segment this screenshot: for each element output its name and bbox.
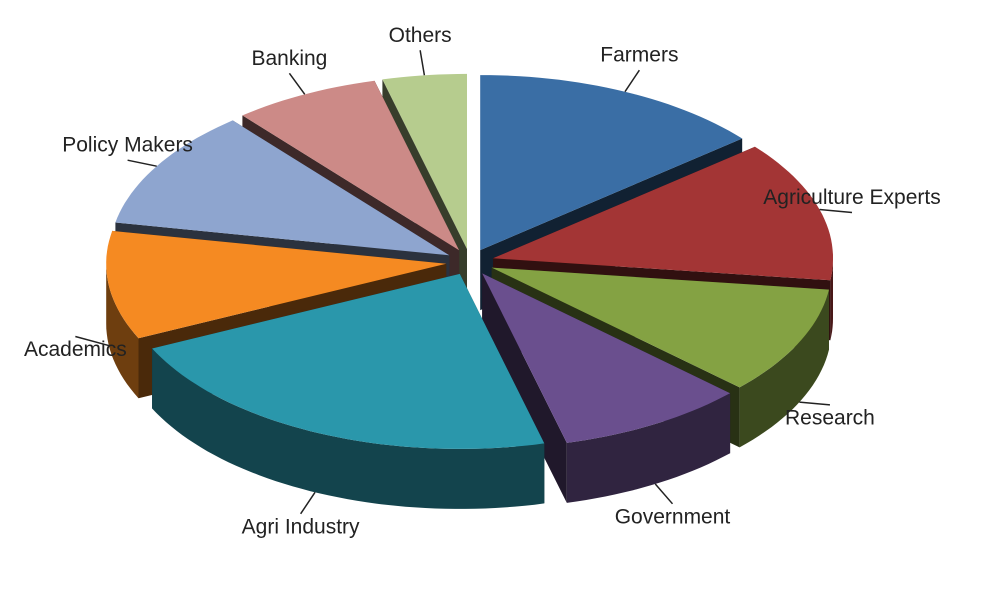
leader-line — [624, 69, 640, 93]
leader-line — [419, 50, 426, 76]
leader-line — [819, 208, 853, 214]
leader-line — [288, 72, 306, 95]
slice-label: Banking — [251, 47, 327, 70]
slice-wall — [830, 258, 833, 341]
leader-line — [799, 401, 831, 406]
slice-label: Agri Industry — [242, 515, 360, 538]
slice — [382, 73, 467, 249]
slice — [482, 273, 731, 443]
slice-label: Research — [785, 406, 875, 429]
slice-side — [482, 273, 567, 503]
slice-wall — [739, 289, 829, 448]
slice-wall — [566, 393, 731, 503]
leader-line — [654, 483, 674, 505]
slice-label: Government — [615, 505, 731, 528]
slice — [115, 120, 450, 256]
leader-line — [75, 335, 110, 347]
slice — [152, 273, 545, 449]
leader-line — [300, 491, 316, 515]
slice — [242, 80, 460, 251]
slice — [491, 267, 829, 388]
slice — [493, 146, 833, 281]
slice-wall — [106, 263, 139, 399]
slice-label: Farmers — [600, 44, 678, 67]
slice — [106, 230, 447, 339]
leader-line — [127, 159, 157, 167]
slice — [480, 75, 743, 251]
slice-label: Others — [389, 24, 452, 47]
slice-wall — [152, 348, 545, 509]
slice-label: Agriculture Experts — [763, 186, 940, 209]
slice-label: Policy Makers — [62, 134, 193, 157]
slice-label: Academics — [24, 338, 127, 361]
